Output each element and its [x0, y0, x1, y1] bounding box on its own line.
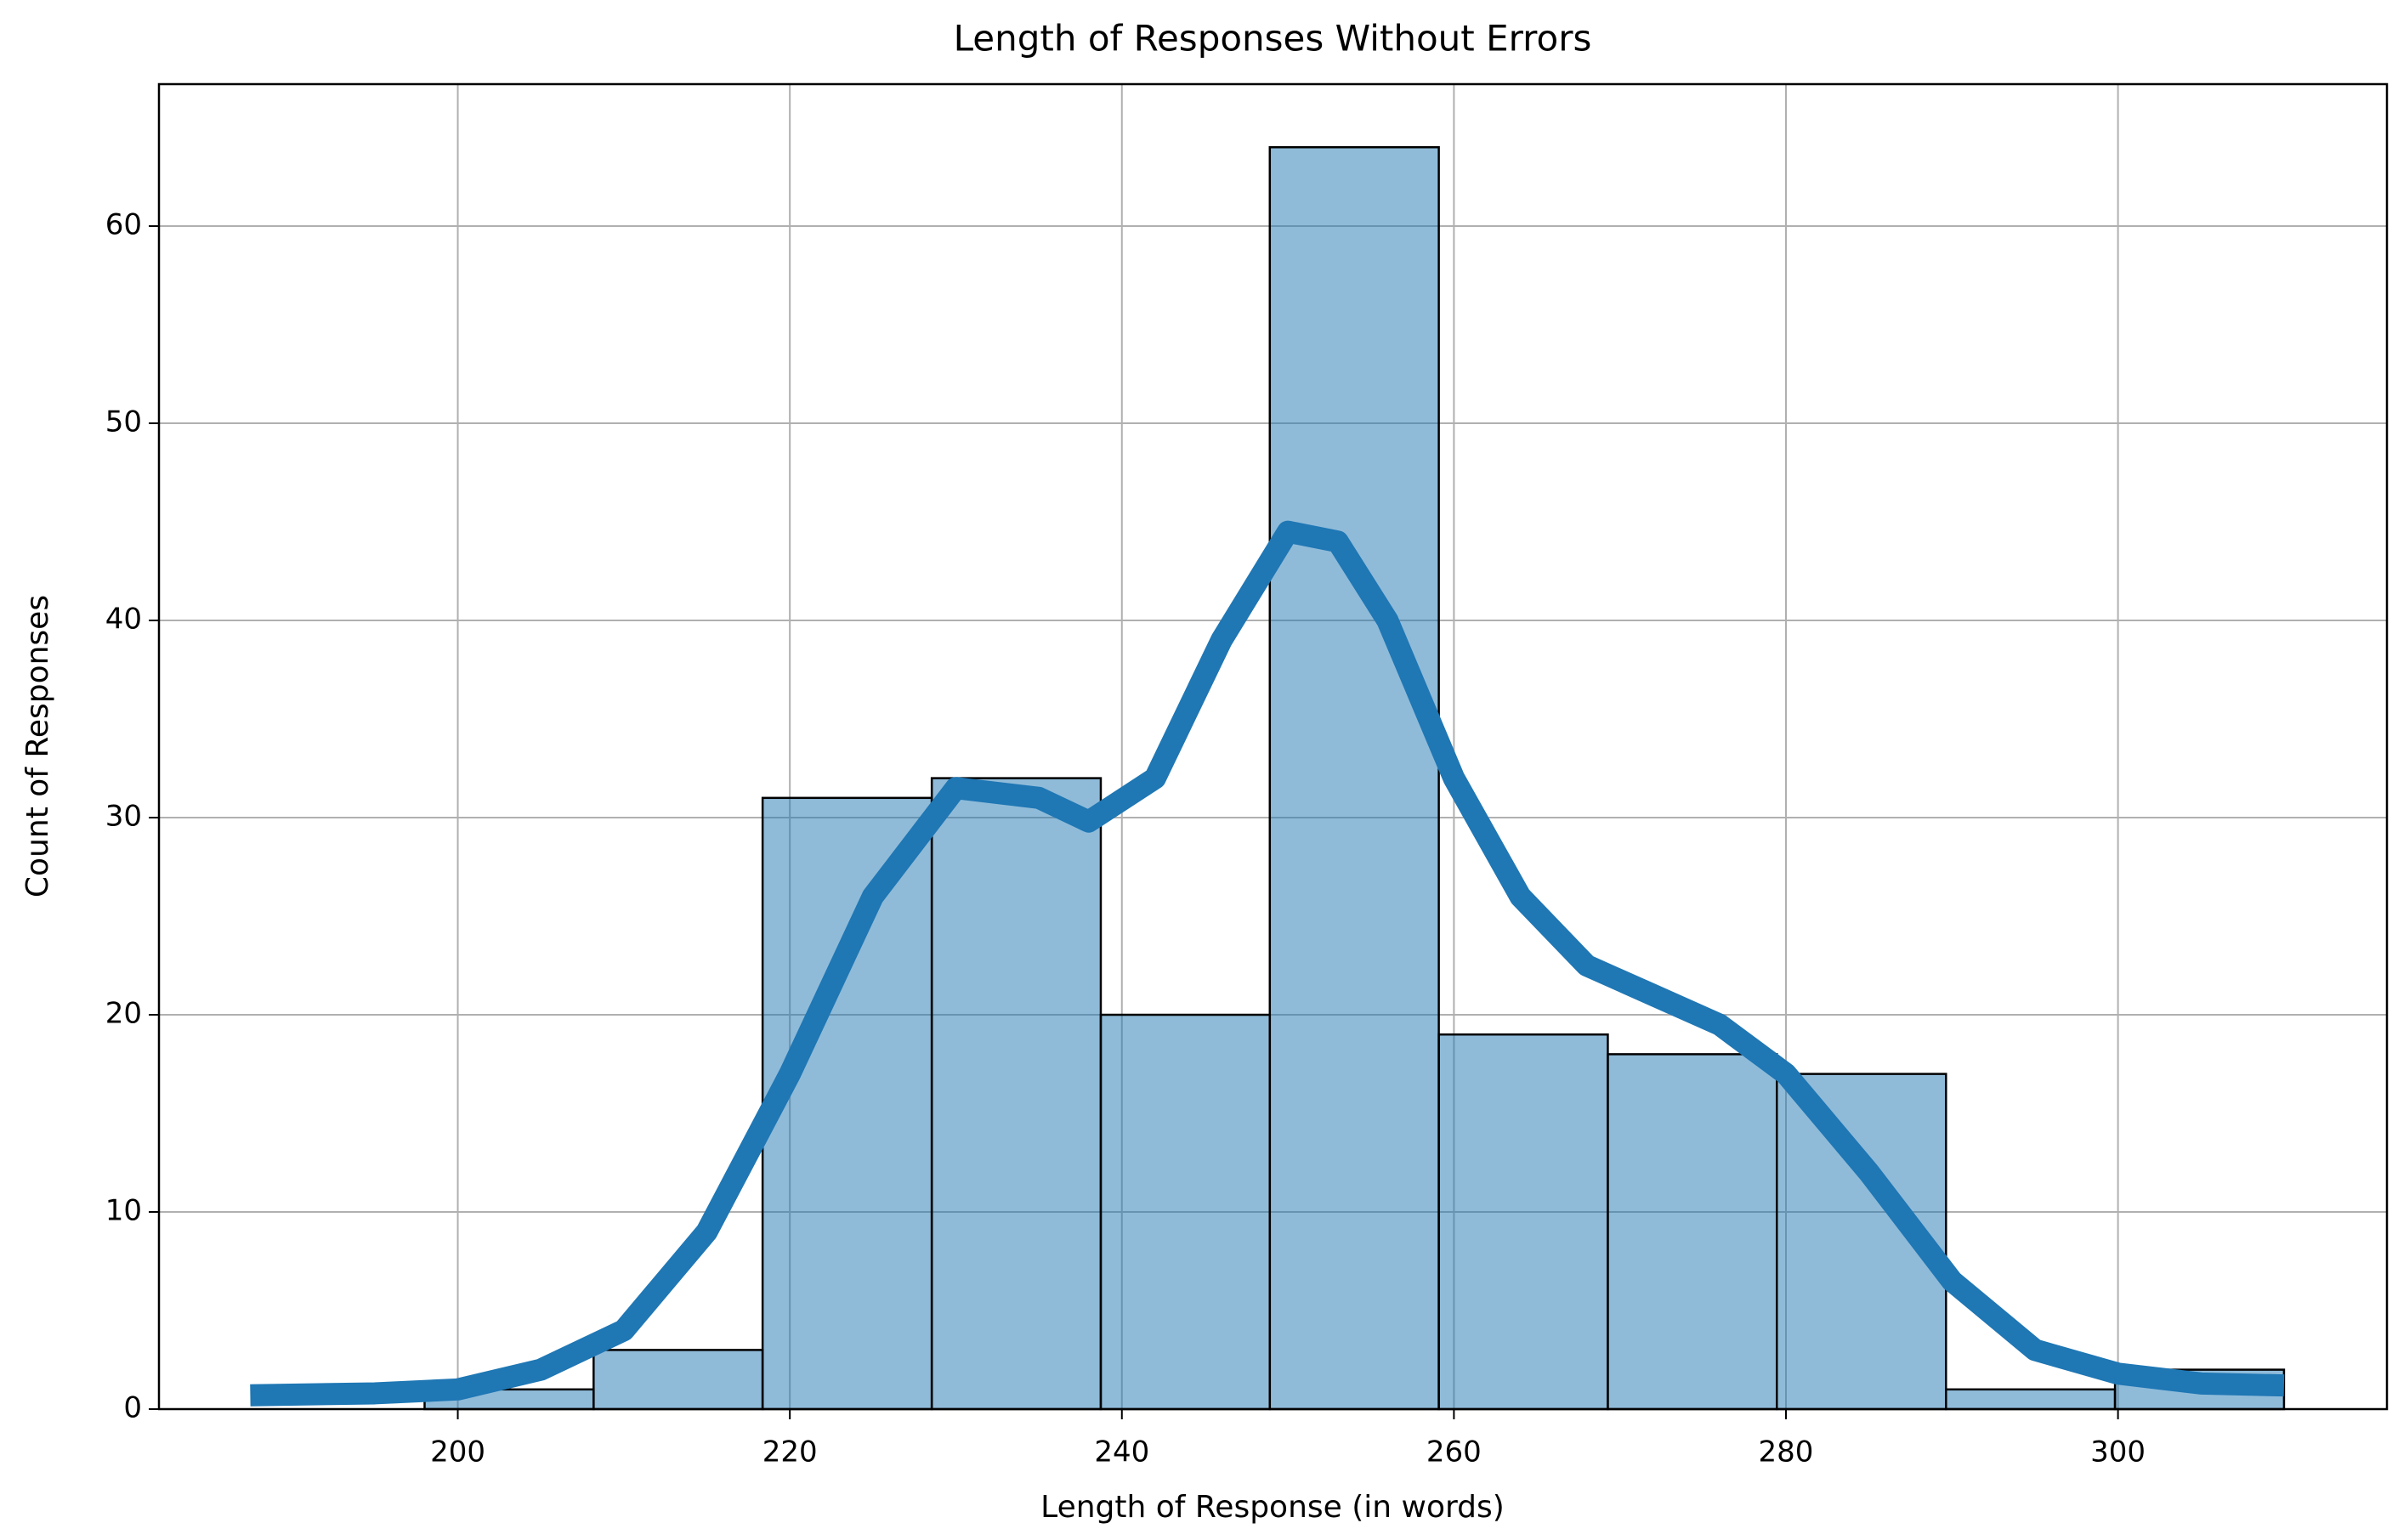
- kde-line: [250, 520, 2285, 1407]
- x-tick-label: 220: [762, 1435, 818, 1469]
- axes-frame: [157, 82, 2389, 1411]
- y-tick-label: 0: [123, 1391, 142, 1425]
- y-tick-label: 50: [105, 405, 142, 439]
- chart-title: Length of Responses Without Errors: [954, 18, 1592, 59]
- y-tick-label: 20: [105, 997, 142, 1031]
- plot-area: [159, 84, 2387, 1411]
- histogram-bar: [1437, 1033, 1609, 1411]
- histogram-bar: [930, 777, 1103, 1411]
- x-axis-label: Length of Response (in words): [1040, 1490, 1505, 1525]
- histogram-bar: [592, 1349, 764, 1411]
- histogram-bar: [761, 796, 933, 1411]
- y-tick-label: 40: [105, 603, 142, 637]
- x-tick-label: 240: [1094, 1435, 1149, 1469]
- y-tick-label: 60: [105, 208, 142, 242]
- histogram-bar: [1945, 1388, 2117, 1411]
- x-tick-label: 200: [430, 1435, 485, 1469]
- histogram-bar: [1099, 1013, 1272, 1411]
- y-tick-label: 10: [105, 1194, 142, 1228]
- y-tick-label: 30: [105, 800, 142, 834]
- histogram-bar: [1607, 1053, 1778, 1411]
- x-tick-label: 260: [1426, 1435, 1482, 1469]
- histogram-bar: [1268, 145, 1440, 1411]
- x-tick-label: 280: [1759, 1435, 1814, 1469]
- y-axis-label: Count of Responses: [20, 595, 55, 897]
- x-tick-label: 300: [2090, 1435, 2146, 1469]
